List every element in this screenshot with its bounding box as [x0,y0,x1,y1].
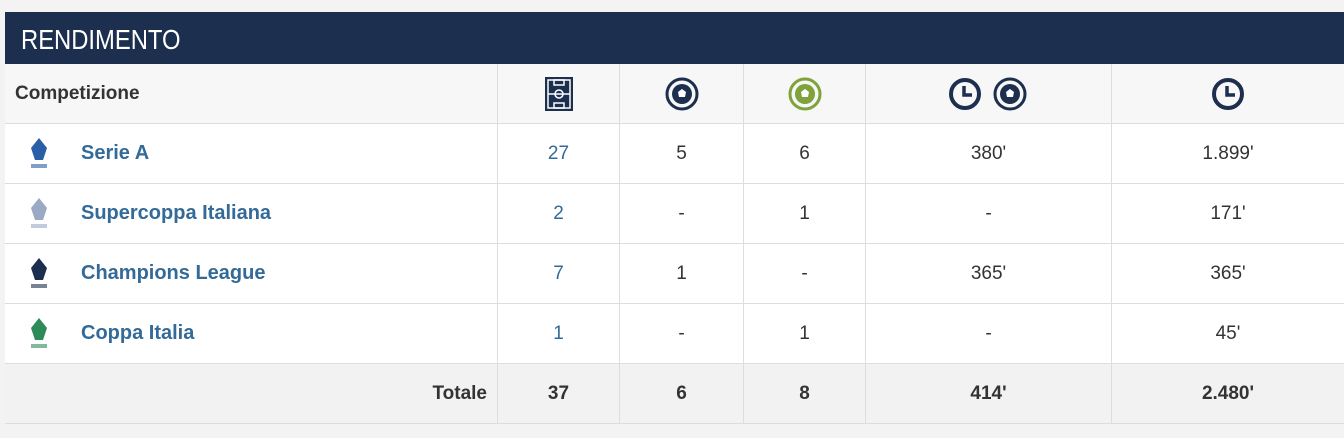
competition-row: Serie A 27 5 6 380' 1.899' [5,124,1344,184]
stat-value: - [678,322,685,344]
stat-value: 365' [1210,262,1246,284]
appearances-link[interactable]: 1 [553,322,564,344]
stat-cell: 365' [1112,244,1344,303]
competition-cell: Supercoppa Italiana [5,184,498,243]
total-value: 2.480' [1201,382,1255,404]
stat-value: 6 [799,142,810,164]
stat-cell: 1 [620,244,744,303]
competition-logo [31,257,47,288]
total-label: Totale [5,364,498,423]
stat-cell: 1.899' [1112,124,1344,183]
competition-name[interactable]: Champions League [81,262,266,284]
stat-value: 5 [676,142,687,164]
stat-value: 171' [1210,202,1246,224]
stat-cell: 1 [498,304,620,363]
stat-cell: - [744,244,866,303]
stat-cell: 2 [498,184,620,243]
stat-value: - [678,202,685,224]
panel-title-bar: RENDIMENTO [5,12,1344,64]
stat-cell: 171' [1112,184,1344,243]
stat-cell: 5 [620,124,744,183]
assists-icon [744,64,866,123]
total-value: 414' [866,364,1112,423]
minutes-icon [1112,64,1344,123]
competition-row: Supercoppa Italiana 2 - 1 - 171' [5,184,1344,244]
stat-cell: 380' [866,124,1112,183]
total-value: 6 [620,364,744,423]
competition-logo [31,197,47,228]
stat-cell: 7 [498,244,620,303]
stat-value: 1 [799,322,810,344]
competition-row: Champions League 7 1 - 365' 365' [5,244,1344,304]
minutes-per-goal-icon [866,64,1112,123]
competition-name[interactable]: Supercoppa Italiana [81,202,272,224]
stat-value: 1.899' [1202,142,1254,164]
appearances-icon [498,64,620,123]
appearances-link[interactable]: 27 [547,142,570,164]
stat-value: - [985,202,992,224]
stat-value: 1 [799,202,810,224]
competition-cell: Coppa Italia [5,304,498,363]
stat-cell: 1 [744,304,866,363]
competition-logo [31,317,47,348]
stat-cell: 6 [744,124,866,183]
appearances-link[interactable]: 2 [553,202,564,224]
competition-row: Coppa Italia 1 - 1 - 45' [5,304,1344,364]
stat-value: - [801,262,808,284]
stat-cell: - [866,304,1112,363]
competition-name[interactable]: Coppa Italia [81,322,195,344]
header-row: Competizione [5,64,1344,124]
stat-cell: 1 [744,184,866,243]
stat-cell: - [620,184,744,243]
total-value: 37 [498,364,620,423]
stat-cell: 45' [1112,304,1344,363]
stat-cell: 27 [498,124,620,183]
total-value: 8 [744,364,866,423]
column-header: Competizione [5,64,498,123]
table-body: Serie A 27 5 6 380' 1.899' Supercoppa Italiana… [5,124,1344,424]
performance-panel: RENDIMENTO Competizione Serie A 27 5 6 380' 1… [5,12,1344,424]
stat-value: 365' [970,262,1007,284]
stat-cell: 365' [866,244,1112,303]
stat-cell: - [620,304,744,363]
goals-icon [620,64,744,123]
competition-logo [31,137,47,168]
stat-value: 1 [676,262,687,284]
total-row: Totale 37 6 8 414' 2.480' [5,364,1344,424]
stat-value: 45' [1215,322,1241,344]
stat-value: 380' [970,142,1007,164]
stat-cell: - [866,184,1112,243]
stat-value: - [985,322,992,344]
competition-name[interactable]: Serie A [81,142,150,164]
competition-cell: Champions League [5,244,498,303]
competition-cell: Serie A [5,124,498,183]
panel-title: RENDIMENTO [21,24,181,55]
appearances-link[interactable]: 7 [553,262,564,284]
